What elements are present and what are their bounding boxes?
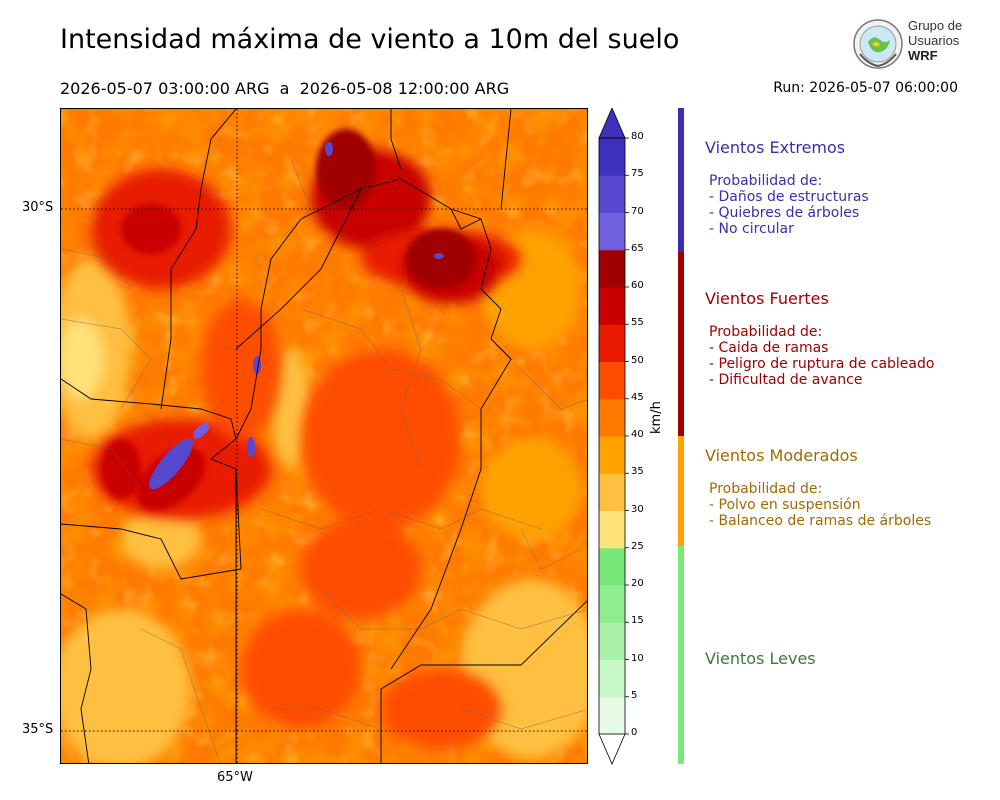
colorbar-bin [599, 287, 625, 325]
colorbar-unit: km/h [649, 401, 664, 434]
colorbar-bin [599, 473, 625, 511]
colorbar-max-extend [598, 106, 626, 139]
category-moderate: Vientos Moderados Probabilidad de: - Pol… [705, 446, 931, 529]
colorbar-tick-label: 75 [631, 168, 644, 180]
colorbar-tick-label: 50 [631, 354, 644, 366]
colorbar-tick-label: 60 [631, 280, 644, 291]
category-extreme: Vientos Extremos Probabilidad de: - Daño… [705, 138, 869, 237]
wind-field-svg [61, 109, 587, 763]
colorbar-tick-label: 0 [631, 727, 638, 738]
colorbar-tick-label: 5 [631, 689, 638, 701]
colorbar-bin [599, 398, 625, 437]
colorbar-min-extend [598, 733, 626, 766]
colorbar-tick-label: 10 [631, 652, 644, 664]
category-strong: Vientos Fuertes Probabilidad de: - Caida… [705, 289, 934, 388]
colorbar-tick-label: 55 [631, 317, 644, 329]
map-title: Intensidad máxima de viento a 10m del su… [60, 24, 680, 55]
category-title: Vientos Extremos [705, 138, 846, 157]
colorbar-tick-label: 65 [631, 242, 644, 254]
wrf-logo: Grupo de Usuarios WRF [850, 16, 970, 72]
colorbar-bin [599, 436, 625, 474]
category-items: Probabilidad de: - Daños de estructuras … [709, 173, 869, 237]
colorbar-svg [598, 106, 629, 766]
category-title: Vientos Moderados [705, 446, 858, 465]
colorbar-tick-label: 70 [631, 205, 644, 217]
colorbar-tick-label: 80 [631, 131, 644, 142]
lat-label-30s: 30°S [22, 200, 54, 215]
colorbar-tick-label: 40 [631, 429, 644, 440]
colorbar-tick-label: 35 [631, 466, 644, 478]
colorbar-bin [599, 622, 625, 660]
colorbar-bin [599, 212, 625, 251]
category-title: Vientos Leves [705, 649, 816, 668]
colorbar-bin [599, 138, 625, 176]
colorbar-bin [599, 361, 625, 400]
colorbar-tick-label: 25 [631, 540, 644, 552]
lat-label-35s: 35°S [22, 722, 54, 737]
logo-text: Grupo de Usuarios WRF [908, 18, 963, 63]
department-boundaries [61, 158, 587, 763]
forecast-period: 2026-05-07 03:00:00 ARG a 2026-05-08 12:… [60, 79, 510, 98]
colorbar-bin [599, 324, 625, 362]
moderate-bar [678, 436, 684, 546]
light-bar [678, 546, 684, 764]
colorbar-bin [599, 249, 625, 288]
graticule [61, 109, 587, 763]
colorbar-bin [599, 547, 625, 586]
category-title: Vientos Fuertes [705, 289, 829, 308]
colorbar [596, 106, 630, 772]
run-time: Run: 2026-05-07 06:00:00 [773, 80, 958, 96]
lon-label-65w: 65°W [217, 770, 253, 785]
category-items: Probabilidad de: - Polvo en suspensión -… [709, 481, 932, 529]
colorbar-tick-label: 30 [631, 503, 644, 515]
colorbar-bin [599, 585, 625, 623]
colorbar-bin [599, 510, 625, 549]
colorbar-bin [599, 696, 625, 735]
wind-map [60, 108, 588, 764]
extreme-bar [678, 108, 684, 252]
category-light: Vientos Leves [705, 649, 816, 668]
colorbar-bin [599, 175, 625, 213]
category-items: Probabilidad de: - Caida de ramas - Peli… [709, 324, 935, 388]
province-boundaries [61, 109, 587, 763]
strong-bar [678, 252, 684, 436]
colorbar-tick-label: 45 [631, 391, 644, 403]
colorbar-tick-label: 20 [631, 578, 644, 589]
globe-logo-icon [853, 19, 903, 69]
colorbar-bin [599, 659, 625, 698]
colorbar-tick-label: 15 [631, 615, 644, 627]
light-wind-zones [61, 229, 587, 763]
